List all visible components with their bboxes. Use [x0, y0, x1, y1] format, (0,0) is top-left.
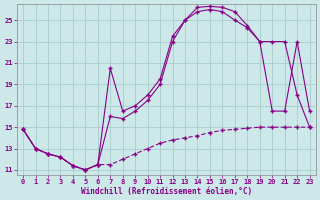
X-axis label: Windchill (Refroidissement éolien,°C): Windchill (Refroidissement éolien,°C)	[81, 187, 252, 196]
